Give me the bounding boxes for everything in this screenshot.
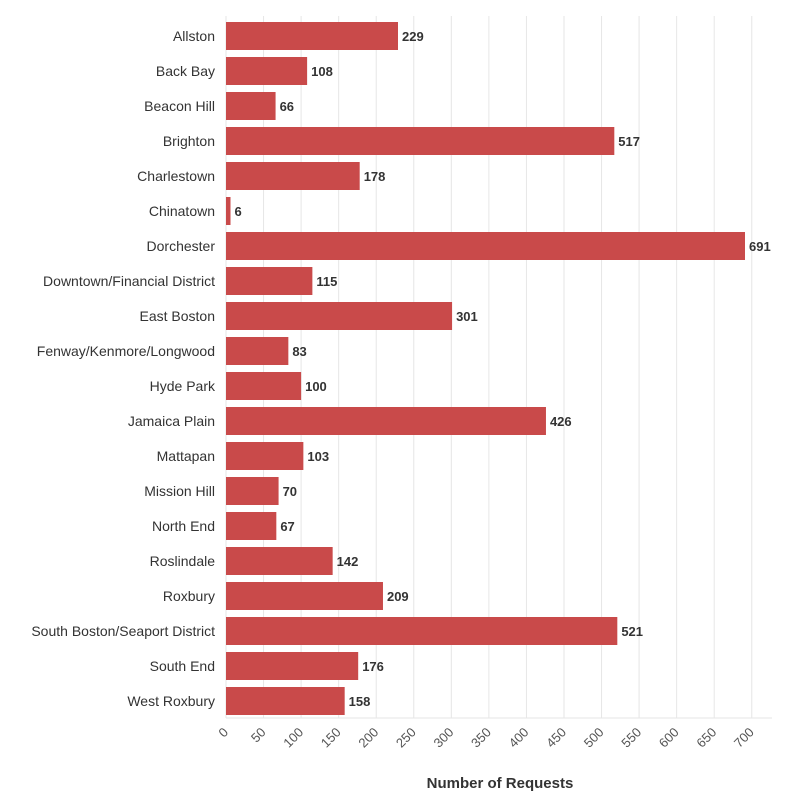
value-label: 67 <box>280 519 294 534</box>
x-tick-label: 700 <box>731 725 757 751</box>
bar-jamaica-plain <box>226 407 546 435</box>
x-tick-label: 450 <box>543 725 569 751</box>
category-label: Charlestown <box>137 168 215 184</box>
category-label: North End <box>152 518 215 534</box>
bar-chinatown <box>226 197 231 225</box>
bar-south-boston-seaport-district <box>226 617 618 645</box>
bar-roslindale <box>226 547 333 575</box>
category-label: Mattapan <box>157 448 215 464</box>
value-label: 108 <box>311 64 333 79</box>
bar-charlestown <box>226 162 360 190</box>
value-label: 142 <box>337 554 359 569</box>
bar-mission-hill <box>226 477 279 505</box>
bar-beacon-hill <box>226 92 276 120</box>
value-label: 691 <box>749 239 771 254</box>
value-label: 209 <box>387 589 409 604</box>
category-label: Back Bay <box>156 63 215 79</box>
value-label: 178 <box>364 169 386 184</box>
bar-north-end <box>226 512 277 540</box>
category-label: East Boston <box>140 308 216 324</box>
value-label: 426 <box>550 414 572 429</box>
category-label: South End <box>150 658 215 674</box>
bar-west-roxbury <box>226 687 345 715</box>
value-label: 517 <box>618 134 640 149</box>
bar-mattapan <box>226 442 304 470</box>
value-label: 103 <box>307 449 329 464</box>
category-label: Hyde Park <box>150 378 216 394</box>
x-tick-label: 200 <box>355 725 381 751</box>
grid-lines <box>225 16 753 718</box>
x-tick-label: 300 <box>430 725 456 751</box>
value-label: 301 <box>456 309 478 324</box>
category-label: Chinatown <box>149 203 215 219</box>
x-tick-label: 250 <box>393 725 419 751</box>
category-label: Downtown/Financial District <box>43 273 215 289</box>
bar-roxbury <box>226 582 383 610</box>
value-label: 176 <box>362 659 384 674</box>
bar-south-end <box>226 652 359 680</box>
category-labels: Allston Back Bay Beacon Hill Brighton Charle… <box>31 28 216 709</box>
value-label: 6 <box>235 204 242 219</box>
x-tick-label: 350 <box>468 725 494 751</box>
bar-downtown-financial-district <box>226 267 313 295</box>
category-label: Beacon Hill <box>144 98 215 114</box>
category-label: West Roxbury <box>127 693 215 709</box>
bar-east-boston <box>226 302 453 330</box>
x-tick-label: 400 <box>506 725 532 751</box>
bar-brighton <box>226 127 615 155</box>
value-label: 115 <box>316 274 337 289</box>
value-label: 521 <box>621 624 643 639</box>
x-tick-label: 150 <box>318 725 344 751</box>
category-label: Fenway/Kenmore/Longwood <box>37 343 215 359</box>
category-label: South Boston/Seaport District <box>31 623 215 639</box>
x-tick-label: 500 <box>581 725 607 751</box>
bar-allston <box>226 22 398 50</box>
value-label: 70 <box>283 484 297 499</box>
bar-back-bay <box>226 57 308 85</box>
category-label: Dorchester <box>147 238 216 254</box>
x-tick-label: 600 <box>656 725 682 751</box>
category-label: Brighton <box>163 133 215 149</box>
bar-dorchester <box>226 232 745 260</box>
value-label: 66 <box>280 99 294 114</box>
value-labels: 229 108 66 517 178 6 691 115 301 83 100 426 103 70 67 1… <box>235 29 771 709</box>
category-label: Roslindale <box>150 553 216 569</box>
value-label: 158 <box>349 694 371 709</box>
x-tick-label: 550 <box>618 725 644 751</box>
category-label: Roxbury <box>163 588 215 604</box>
x-tick-label: 0 <box>215 725 231 741</box>
bars <box>226 22 745 715</box>
value-label: 229 <box>402 29 424 44</box>
x-tick-label: 50 <box>248 725 269 746</box>
category-label: Mission Hill <box>144 483 215 499</box>
value-label: 83 <box>292 344 306 359</box>
bar-hyde-park <box>226 372 302 400</box>
value-label: 100 <box>305 379 327 394</box>
category-label: Jamaica Plain <box>128 413 215 429</box>
x-axis-title: Number of Requests <box>427 775 574 792</box>
bar-fenway-kenmore-longwood <box>226 337 289 365</box>
x-tick-label: 650 <box>693 725 719 751</box>
x-axis-ticks: 0 50 100 150 200 250 300 350 400 450 500 550 600 650 7… <box>215 725 756 751</box>
x-tick-label: 100 <box>280 725 306 751</box>
category-label: Allston <box>173 28 215 44</box>
